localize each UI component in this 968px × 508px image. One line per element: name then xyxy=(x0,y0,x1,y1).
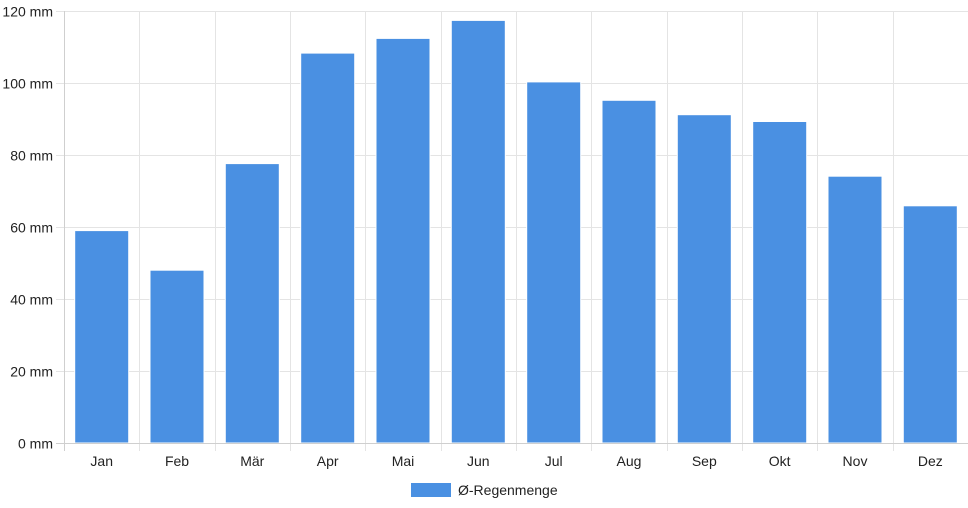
grid-lines xyxy=(56,11,968,451)
bar-okt[interactable] xyxy=(752,121,808,444)
x-tick-label-jun: Jun xyxy=(467,453,490,469)
y-tick-labels: 0 mm 20 mm 40 mm 60 mm 80 mm 100 mm 120 mm xyxy=(2,4,53,452)
x-tick-labels: Jan Feb Mär Apr Mai Jun Jul Aug Sep Okt Nov Dez xyxy=(90,453,942,469)
bar-apr[interactable] xyxy=(300,52,356,444)
bar-mai[interactable] xyxy=(375,37,431,444)
x-tick-label-dez: Dez xyxy=(918,453,943,469)
legend[interactable]: Ø-Regenmenge xyxy=(411,482,558,498)
x-tick-label-mär: Mär xyxy=(240,453,264,469)
y-tick-label: 20 mm xyxy=(10,364,53,380)
y-tick-label: 80 mm xyxy=(10,148,53,164)
x-tick-label-jan: Jan xyxy=(90,453,113,469)
legend-label[interactable]: Ø-Regenmenge xyxy=(458,482,558,498)
y-tick-label: 40 mm xyxy=(10,292,53,308)
x-tick-label-apr: Apr xyxy=(317,453,339,469)
bars xyxy=(74,19,958,444)
bar-feb[interactable] xyxy=(149,269,205,444)
x-tick-label-aug: Aug xyxy=(617,453,642,469)
y-tick-label: 120 mm xyxy=(2,4,53,20)
bar-aug[interactable] xyxy=(601,99,657,444)
y-tick-label: 60 mm xyxy=(10,220,53,236)
legend-swatch[interactable] xyxy=(411,483,451,497)
x-tick-label-okt: Okt xyxy=(769,453,791,469)
bar-nov[interactable] xyxy=(827,175,883,444)
x-tick-label-jul: Jul xyxy=(545,453,563,469)
y-tick-label: 0 mm xyxy=(18,436,53,452)
bar-dez[interactable] xyxy=(902,205,958,444)
bar-jun[interactable] xyxy=(450,19,506,444)
x-tick-label-feb: Feb xyxy=(165,453,189,469)
x-tick-label-mai: Mai xyxy=(392,453,415,469)
bar-sep[interactable] xyxy=(676,114,732,444)
y-tick-label: 100 mm xyxy=(2,76,53,92)
x-tick-label-nov: Nov xyxy=(843,453,868,469)
x-tick-label-sep: Sep xyxy=(692,453,717,469)
bar-mär[interactable] xyxy=(224,163,280,444)
axes xyxy=(56,11,968,451)
bar-jan[interactable] xyxy=(74,230,130,444)
bar-jul[interactable] xyxy=(526,81,582,444)
